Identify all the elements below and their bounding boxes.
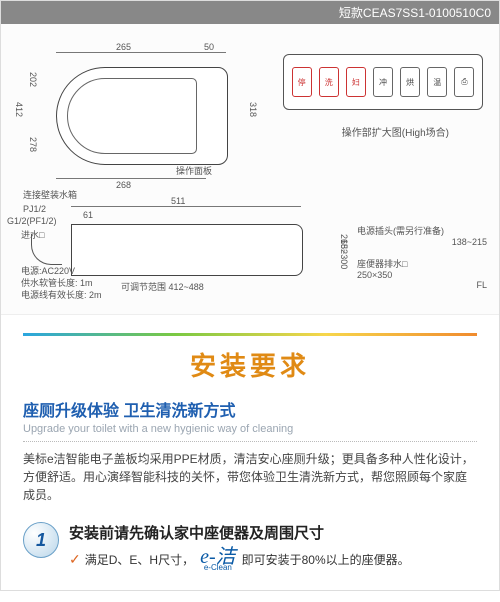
gradient-divider: [23, 333, 477, 336]
step-1-post: 即可安装于80%以上的座便器。: [242, 551, 410, 568]
dim-61: 61: [83, 210, 93, 220]
diagram-area: 265 50 318 202 412 278 268 操作面板 停 洗 妇 冲 …: [1, 24, 499, 315]
label-plug: 电源插头(需另行准备): [357, 224, 487, 237]
dim-318: 318: [248, 102, 258, 117]
panel-btn-flush: 冲: [373, 67, 393, 97]
panel-btn-stop: 停: [292, 67, 312, 97]
dim-268: 268: [116, 180, 131, 190]
check-icon: ✓: [69, 551, 81, 568]
step-1-badge: 1: [23, 522, 59, 558]
side-view: 连接壁装水箱 511 61 PJ1/2 G1/2(PF1/2) 进水□ 152 …: [21, 194, 341, 304]
dim-202: 202: [28, 72, 38, 87]
panel-btn-dry: 烘: [400, 67, 420, 97]
top-view: 265 50 318 202 412 278 268 操作面板: [26, 42, 246, 192]
label-fl: FL: [357, 280, 487, 290]
label-cord: 电源线有效长度: 2m: [21, 288, 102, 301]
dim-412: 412: [14, 102, 24, 117]
side-body: [71, 224, 303, 276]
dim-511: 511: [171, 196, 185, 206]
eclean-logo-sub: e-Clean: [204, 563, 232, 572]
panel-btn-temp: 温: [427, 67, 447, 97]
label-conn: 连接壁装水箱: [23, 188, 77, 201]
dim-268-300: 268~300: [339, 234, 349, 269]
dim-250-350: 250×350: [357, 270, 487, 280]
label-drain: 座便器排水□: [357, 257, 487, 270]
control-panel-enlarged: 停 洗 妇 冲 烘 温 ⎙: [283, 54, 483, 110]
model-header: 短款CEAS7SS1-0100510C0: [1, 1, 499, 24]
step-1-title: 安装前请先确认家中座便器及周围尺寸: [69, 522, 477, 543]
step-1-pre: 满足D、E、H尺寸，: [85, 551, 194, 568]
description: 美标e洁智能电子盖板均采用PPE材质，清洁安心座厕升级；更具备多种人性化设计，方…: [23, 450, 477, 504]
dim-265: 265: [116, 42, 131, 52]
dim-range: 可调节范围 412~488: [121, 280, 204, 293]
label-panel: 操作面板: [176, 164, 212, 177]
subtitle-en: Upgrade your toilet with a new hygienic …: [23, 423, 477, 442]
label-g12: G1/2(PF1/2): [7, 216, 57, 226]
panel-note: 操作部扩大图(High场合): [342, 124, 449, 139]
panel-btn-wash: 洗: [319, 67, 339, 97]
step-1: 1 安装前请先确认家中座便器及周围尺寸 ✓ 满足D、E、H尺寸， e-洁 e-C…: [23, 522, 477, 572]
panel-btn-bidet: 妇: [346, 67, 366, 97]
subtitle-cn: 座厕升级体验 卫生清洗新方式: [23, 397, 477, 421]
label-pj: PJ1/2: [23, 204, 46, 214]
right-annotations: 电源插头(需另行准备) 138~215 268~300 座便器排水□ 250×3…: [357, 224, 487, 294]
dim-50: 50: [204, 42, 214, 52]
section-title: 安装要求: [1, 346, 499, 383]
dim-138-215: 138~215: [357, 237, 487, 247]
hose: [31, 234, 62, 265]
seat-outline: [56, 67, 228, 165]
step-1-subtitle: ✓ 满足D、E、H尺寸， e-洁 e-Clean 即可安装于80%以上的座便器。: [69, 547, 477, 572]
panel-btn-menu: ⎙: [454, 67, 474, 97]
dim-278: 278: [28, 137, 38, 152]
